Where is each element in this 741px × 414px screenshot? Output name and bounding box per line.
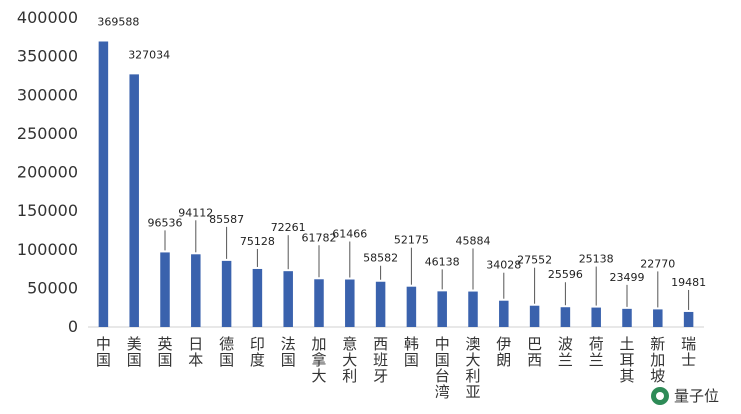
data-label: 34028 (486, 259, 521, 272)
x-tick-label: 荷兰 (589, 335, 604, 369)
x-tick-label: 韩国 (404, 335, 419, 369)
bar (468, 291, 478, 327)
x-tick-label: 土耳其 (619, 335, 634, 385)
data-label: 94112 (178, 206, 213, 219)
x-tick-label: 美国 (127, 335, 142, 369)
bar (653, 309, 663, 327)
bar (314, 279, 324, 327)
bar (129, 74, 139, 327)
bar (283, 271, 293, 327)
data-label: 72261 (271, 221, 306, 234)
x-tick-label: 伊朗 (496, 335, 511, 369)
x-tick-label: 法国 (281, 335, 296, 369)
bar (98, 41, 109, 327)
data-label: 25596 (548, 268, 583, 281)
y-tick-label: 350000 (17, 47, 78, 66)
data-label: 58582 (363, 252, 398, 265)
bar (221, 260, 232, 327)
data-label: 369588 (97, 15, 139, 28)
x-tick-label: 瑞士 (681, 335, 696, 369)
x-tick-label: 中国 (96, 335, 111, 369)
data-label: 85587 (209, 213, 244, 226)
bar (529, 305, 540, 327)
bar (345, 279, 355, 327)
y-tick-label: 150000 (17, 201, 78, 220)
y-tick-label: 50000 (27, 278, 78, 297)
y-tick-label: 250000 (17, 124, 78, 143)
data-label: 75128 (240, 235, 275, 248)
y-tick-label: 400000 (17, 8, 78, 27)
bar (683, 311, 694, 327)
x-tick-label: 加拿大 (311, 335, 326, 385)
x-tick-label: 新加坡 (650, 335, 665, 385)
bar (375, 281, 386, 327)
watermark-text: 量子位 (673, 387, 719, 405)
data-label: 23499 (610, 271, 645, 284)
bar (499, 300, 509, 327)
bar (160, 252, 170, 327)
bar (191, 254, 201, 327)
y-tick-label: 300000 (17, 85, 78, 104)
x-tick-label: 西班牙 (373, 335, 388, 385)
data-label: 22770 (640, 257, 675, 270)
data-label: 25138 (579, 253, 614, 266)
data-label: 327034 (128, 48, 170, 61)
y-tick-label: 100000 (17, 240, 78, 259)
x-tick-label: 德国 (219, 335, 234, 369)
x-tick-label: 印度 (250, 335, 265, 369)
x-tick-label: 日本 (188, 335, 203, 369)
bar (437, 291, 447, 327)
data-label: 27552 (517, 254, 552, 267)
x-tick-label: 英国 (157, 335, 172, 369)
y-tick-label: 0 (68, 317, 78, 336)
bar (591, 307, 601, 327)
data-label: 19481 (671, 276, 706, 289)
data-label: 96536 (148, 216, 183, 229)
watermark: 量子位 (650, 385, 719, 406)
bar (252, 268, 263, 327)
data-label: 45884 (456, 235, 491, 248)
bar (622, 308, 632, 327)
x-tick-label: 巴西 (527, 335, 542, 369)
x-tick-label: 意大利 (342, 335, 357, 385)
bar (406, 286, 417, 327)
x-tick-label: 中国台湾 (435, 335, 450, 401)
data-label: 61466 (332, 228, 367, 241)
data-label: 52175 (394, 234, 429, 247)
y-tick-label: 200000 (17, 163, 78, 182)
data-label: 46138 (425, 255, 460, 268)
data-label: 61782 (302, 231, 337, 244)
x-tick-label: 波兰 (558, 335, 573, 369)
bar (560, 307, 571, 327)
wechat-logo-icon (650, 386, 669, 405)
x-tick-label: 澳大利亚 (465, 335, 480, 401)
